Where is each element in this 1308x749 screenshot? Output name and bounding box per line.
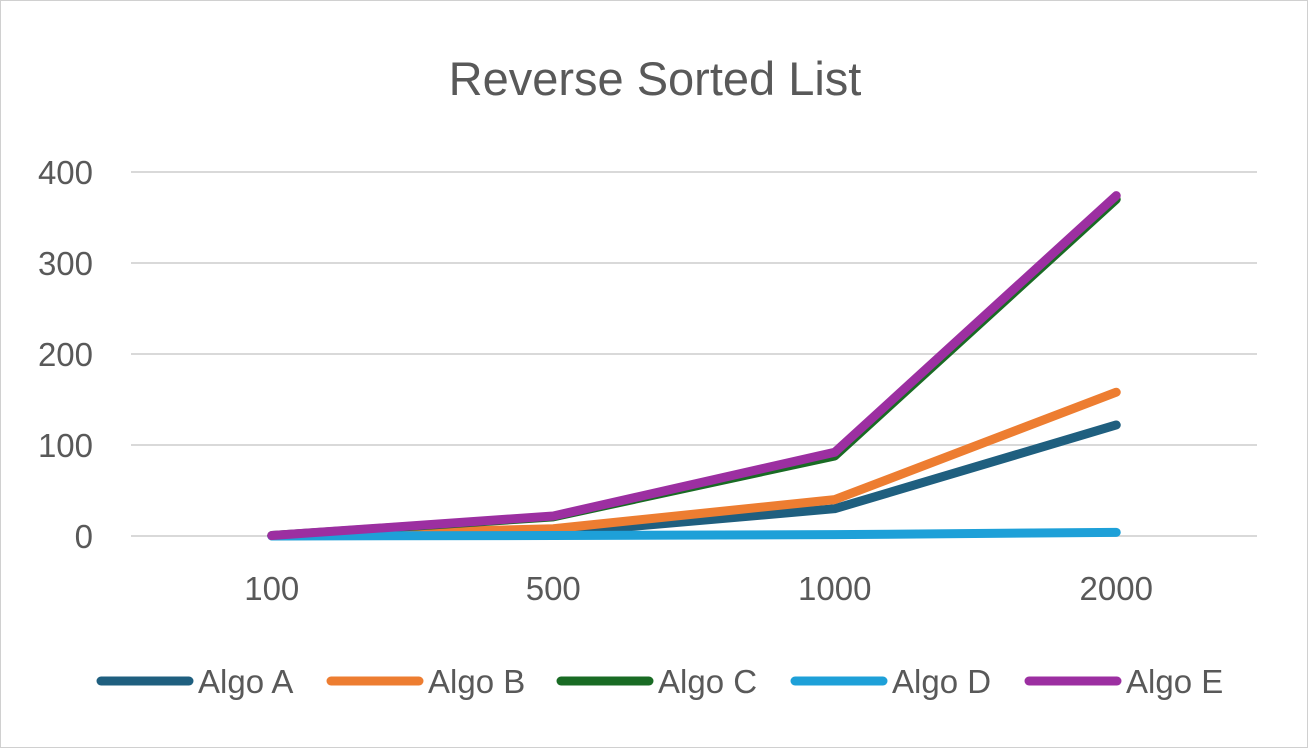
data-point bbox=[1115, 531, 1117, 533]
data-point bbox=[834, 534, 836, 536]
x-tick-label: 500 bbox=[526, 570, 581, 607]
data-point bbox=[834, 499, 836, 501]
legend-item: Algo B bbox=[326, 663, 525, 700]
legend-item: Algo E bbox=[1024, 663, 1223, 700]
y-axis-ticks: 0 100 200 300 400 bbox=[38, 154, 93, 555]
data-point bbox=[834, 451, 836, 453]
data-point bbox=[1115, 195, 1117, 197]
data-point bbox=[271, 535, 273, 537]
y-tick-label: 200 bbox=[38, 336, 93, 373]
data-point bbox=[1115, 391, 1117, 393]
x-tick-label: 1000 bbox=[798, 570, 871, 607]
series-line-algo-d bbox=[267, 527, 1121, 541]
legend-label: Algo B bbox=[428, 663, 525, 700]
x-tick-label: 2000 bbox=[1080, 570, 1153, 607]
legend-item: Algo D bbox=[790, 663, 991, 700]
legend-label: Algo C bbox=[658, 663, 757, 700]
legend-item: Algo C bbox=[556, 663, 757, 700]
data-point bbox=[1115, 424, 1117, 426]
y-tick-label: 300 bbox=[38, 245, 93, 282]
data-point bbox=[552, 528, 554, 530]
data-point bbox=[552, 535, 554, 537]
x-axis-ticks: 100 500 1000 2000 bbox=[244, 570, 1153, 607]
chart-title: Reverse Sorted List bbox=[449, 52, 862, 105]
series-line-algo-e bbox=[267, 191, 1121, 541]
legend-label: Algo E bbox=[1126, 663, 1223, 700]
data-point bbox=[834, 508, 836, 510]
data-point bbox=[552, 515, 554, 517]
y-tick-label: 0 bbox=[75, 518, 93, 555]
legend-label: Algo A bbox=[198, 663, 293, 700]
legend-item: Algo A bbox=[96, 663, 293, 700]
series-lines bbox=[267, 191, 1121, 541]
legend: Algo A Algo B Algo C Algo D Algo E bbox=[96, 663, 1223, 700]
x-tick-label: 100 bbox=[244, 570, 299, 607]
legend-label: Algo D bbox=[892, 663, 991, 700]
y-tick-label: 100 bbox=[38, 427, 93, 464]
y-tick-label: 400 bbox=[38, 154, 93, 191]
